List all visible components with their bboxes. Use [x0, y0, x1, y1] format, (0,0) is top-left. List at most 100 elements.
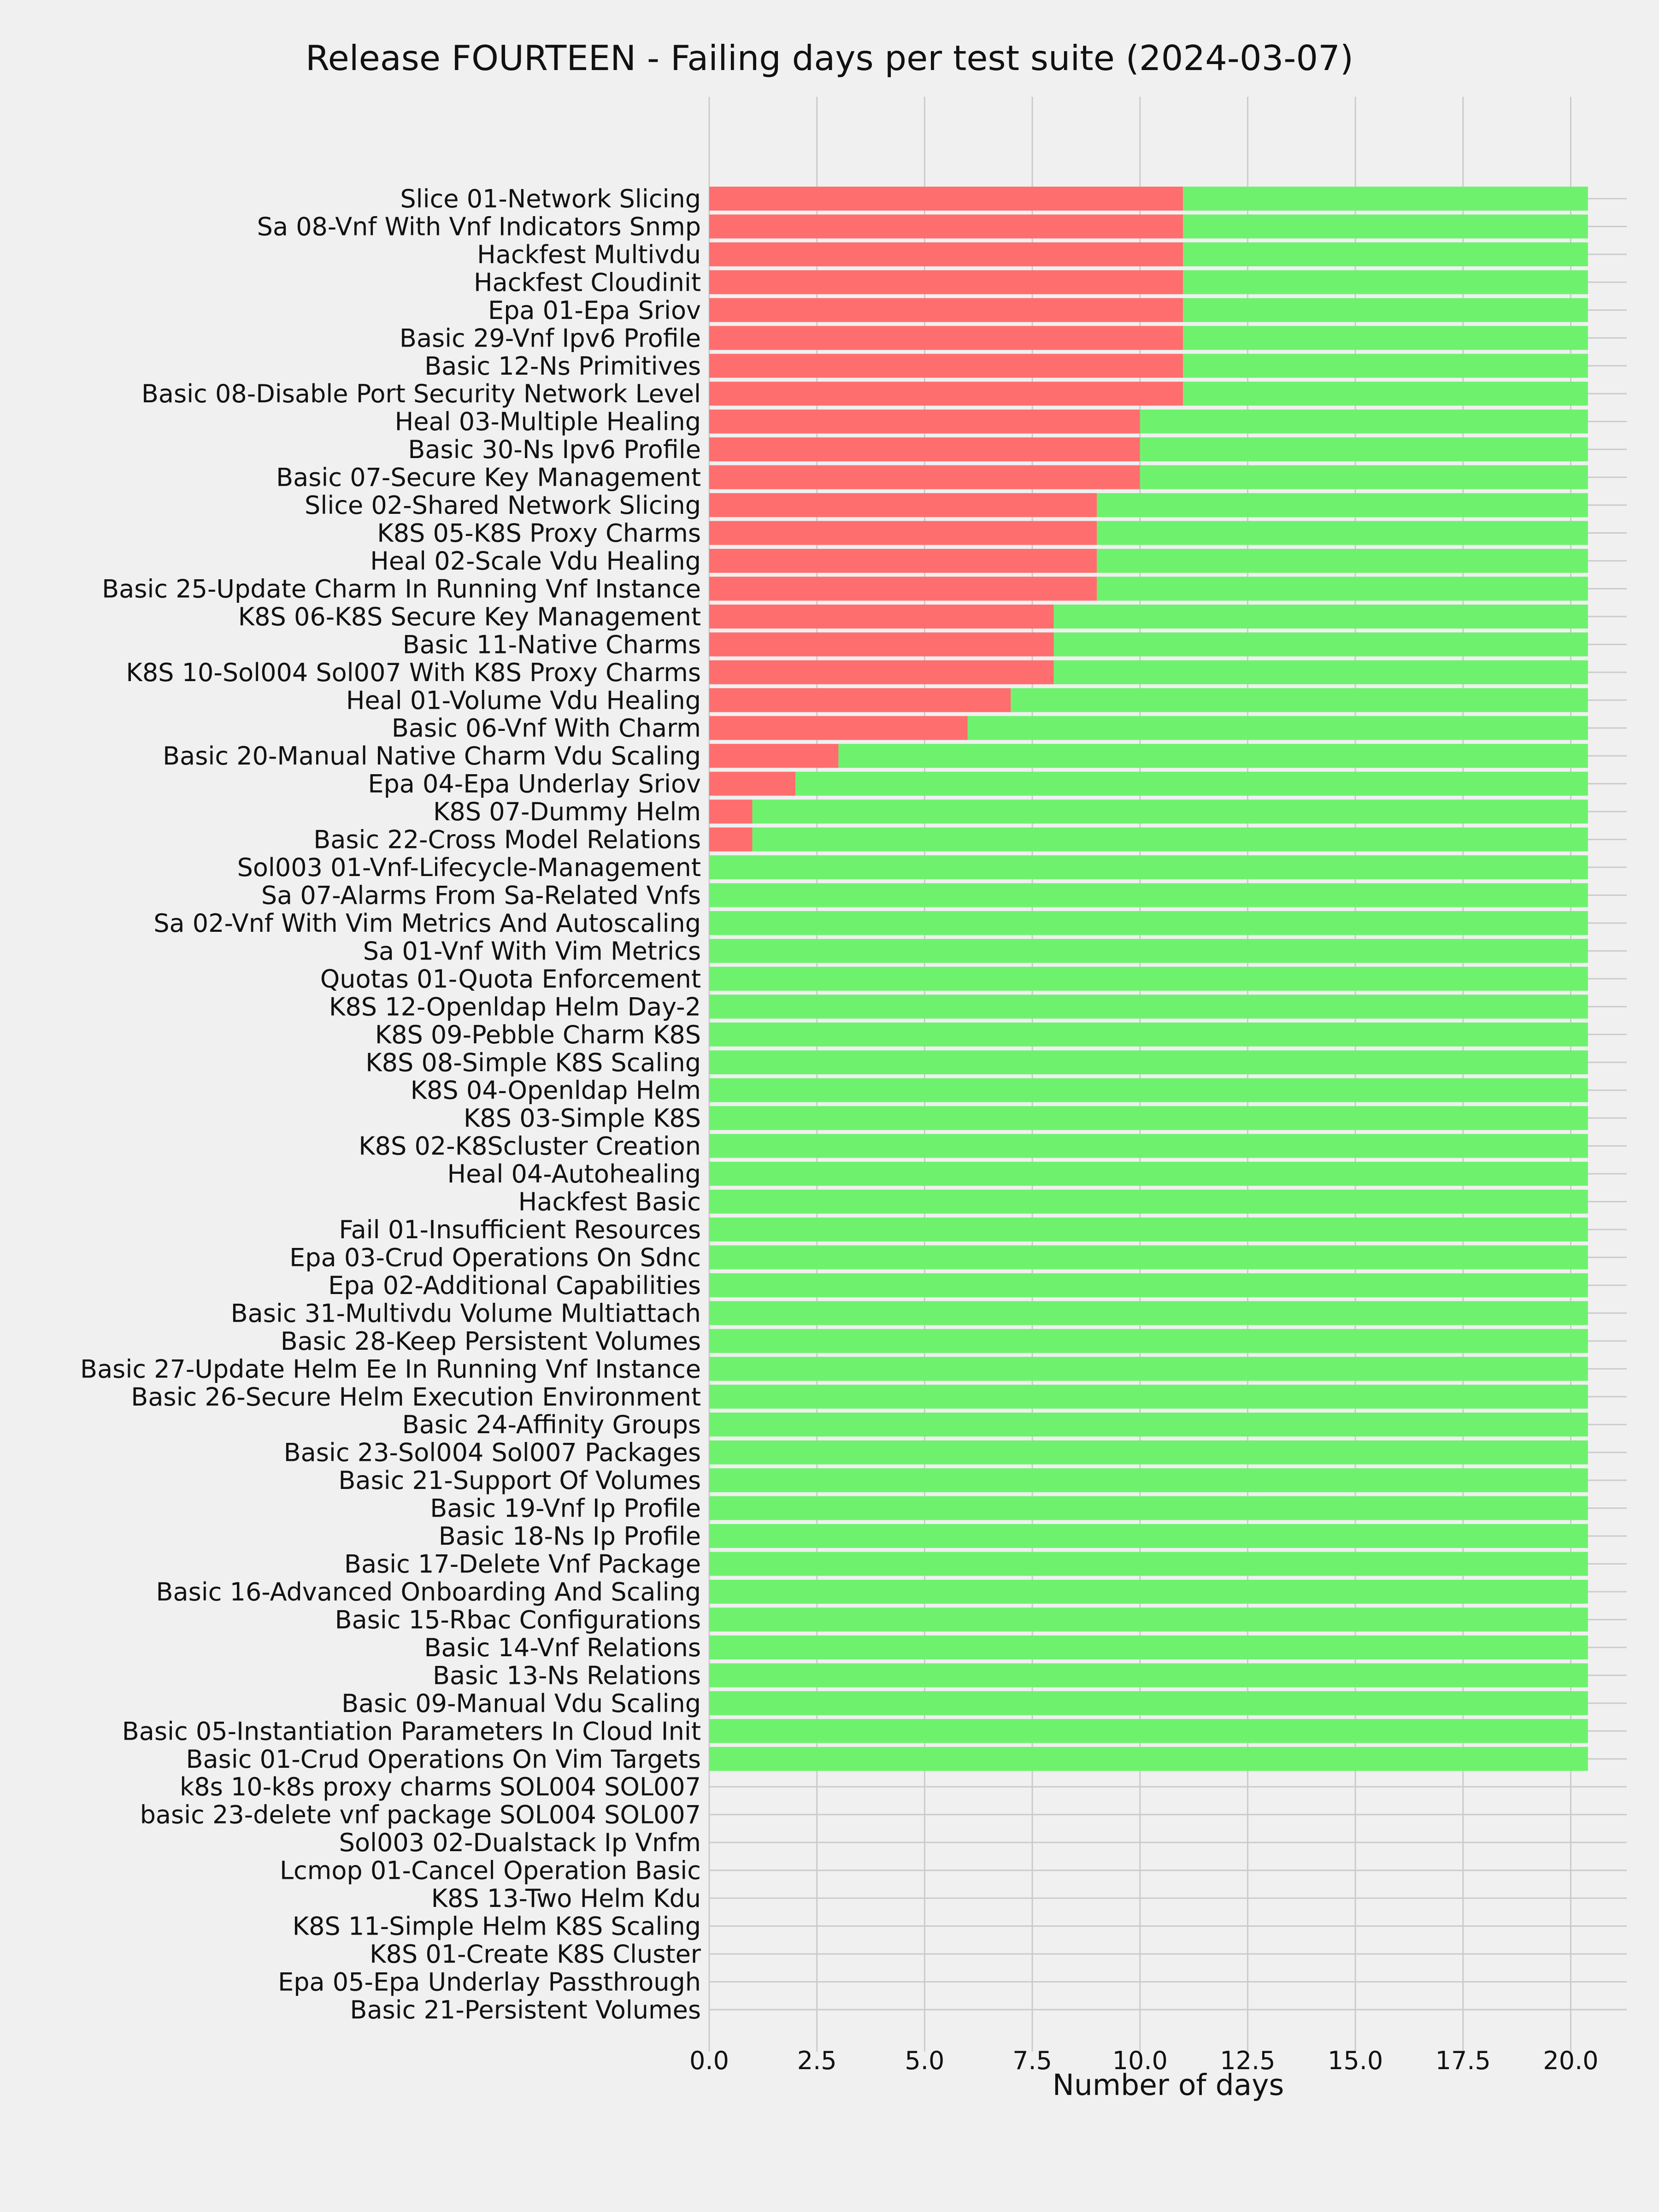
bar-passing-days: [1183, 382, 1588, 406]
bar-passing-days: [1183, 326, 1588, 350]
y-tick-label: Sa 01-Vnf With Vim Metrics: [363, 936, 701, 965]
bar-failing-days: [709, 465, 1140, 489]
bar-passing-days: [709, 1440, 1588, 1465]
y-tick-label: Sa 02-Vnf With Vim Metrics And Autoscali…: [153, 909, 701, 938]
y-tick-label: Basic 30-Ns Ipv6 Profile: [408, 435, 701, 464]
y-tick-label: Basic 17-Delete Vnf Package: [344, 1550, 701, 1579]
bar-passing-days: [709, 1524, 1588, 1548]
y-tick-label: K8S 03-Simple K8S: [464, 1104, 701, 1133]
y-tick-label: Basic 09-Manual Vdu Scaling: [341, 1689, 701, 1718]
y-tick-label: Heal 01-Volume Vdu Healing: [346, 686, 701, 715]
bar-failing-days: [709, 827, 753, 852]
bar-passing-days: [1053, 632, 1588, 657]
bar-failing-days: [709, 326, 1183, 350]
y-tick-label: Hackfest Basic: [518, 1188, 701, 1217]
y-tick-label: k8s 10-k8s proxy charms SOL004 SOL007: [180, 1772, 701, 1801]
y-tick-label: K8S 12-Openldap Helm Day-2: [329, 992, 701, 1021]
y-tick-label: Lcmop 01-Cancel Operation Basic: [280, 1856, 701, 1885]
bars: [709, 187, 1588, 1771]
y-tick-label: K8S 13-Two Helm Kdu: [431, 1884, 701, 1913]
y-tick-label: Epa 01-Epa Sriov: [488, 296, 701, 325]
y-tick-label: Basic 05-Instantiation Parameters In Clo…: [122, 1717, 701, 1746]
bar-passing-days: [709, 1357, 1588, 1381]
y-tick-label: Hackfest Multivdu: [477, 240, 701, 269]
y-tick-label: K8S 07-Dummy Helm: [433, 797, 701, 826]
y-tick-label: K8S 06-K8S Secure Key Management: [238, 602, 701, 631]
bar-passing-days: [1183, 187, 1588, 211]
bar-passing-days: [1097, 493, 1588, 518]
bar-passing-days: [1183, 270, 1588, 294]
bar-passing-days: [1183, 214, 1588, 239]
bar-passing-days: [709, 1301, 1588, 1325]
bar-passing-days: [709, 1384, 1588, 1409]
y-tick-label: K8S 11-Simple Helm K8S Scaling: [293, 1912, 701, 1941]
bar-passing-days: [709, 1134, 1588, 1158]
bar-failing-days: [709, 214, 1183, 239]
x-tick-label: 20.0: [1543, 2046, 1598, 2075]
bar-passing-days: [1053, 660, 1588, 684]
bar-passing-days: [1140, 437, 1588, 462]
x-tick-label: 5.0: [905, 2046, 944, 2075]
bar-passing-days: [1097, 548, 1588, 573]
y-tick-label: Basic 19-Vnf Ip Profile: [430, 1494, 701, 1523]
y-tick-label: Basic 11-Native Charms: [403, 630, 701, 659]
bar-failing-days: [709, 382, 1183, 406]
bar-failing-days: [709, 688, 1011, 712]
bar-failing-days: [709, 660, 1054, 684]
bar-passing-days: [709, 1218, 1588, 1242]
bar-passing-days: [1140, 409, 1588, 434]
y-tick-label: Quotas 01-Quota Enforcement: [320, 965, 701, 994]
y-tick-label: Basic 14-Vnf Relations: [424, 1633, 701, 1662]
y-tick-label: Basic 08-Disable Port Security Network L…: [141, 379, 701, 408]
bar-failing-days: [709, 771, 795, 796]
y-tick-label: Basic 28-Keep Persistent Volumes: [281, 1327, 701, 1356]
bar-failing-days: [709, 353, 1183, 378]
y-tick-label: Basic 24-Affinity Groups: [402, 1410, 701, 1439]
y-tick-label: Basic 27-Update Helm Ee In Running Vnf I…: [80, 1354, 701, 1383]
x-tick-label: 12.5: [1220, 2046, 1275, 2075]
bar-passing-days: [709, 994, 1588, 1019]
y-tick-label: Basic 31-Multivdu Volume Multiattach: [231, 1299, 701, 1328]
y-tick-label: Basic 29-Vnf Ipv6 Profile: [400, 324, 701, 353]
bar-passing-days: [709, 1635, 1588, 1659]
bar-passing-days: [709, 1245, 1588, 1270]
y-tick-label: Basic 26-Secure Helm Execution Environme…: [131, 1382, 701, 1412]
bar-failing-days: [709, 242, 1183, 266]
bar-failing-days: [709, 632, 1054, 657]
bar-passing-days: [1183, 298, 1588, 322]
bar-passing-days: [709, 1022, 1588, 1047]
bar-passing-days: [709, 1189, 1588, 1214]
bar-passing-days: [709, 966, 1588, 991]
bar-passing-days: [709, 1607, 1588, 1632]
x-tick-label: 2.5: [797, 2046, 837, 2075]
bar-passing-days: [709, 1719, 1588, 1743]
y-tick-label: K8S 09-Pebble Charm K8S: [375, 1020, 701, 1049]
y-tick-label: basic 23-delete vnf package SOL004 SOL00…: [140, 1800, 701, 1830]
y-tick-label: Sa 08-Vnf With Vnf Indicators Snmp: [257, 212, 701, 241]
y-tick-label: Basic 01-Crud Operations On Vim Targets: [186, 1745, 701, 1774]
bar-passing-days: [1053, 604, 1588, 629]
y-tick-label: Basic 13-Ns Relations: [433, 1661, 701, 1690]
bar-passing-days: [709, 1050, 1588, 1075]
y-tick-label: Basic 23-Sol004 Sol007 Packages: [284, 1438, 701, 1467]
y-tick-label: Basic 07-Secure Key Management: [276, 463, 701, 492]
x-tick-label: 15.0: [1328, 2046, 1383, 2075]
bar-failing-days: [709, 577, 1097, 601]
x-tick-label: 0.0: [689, 2046, 729, 2075]
bar-failing-days: [709, 800, 753, 824]
bar-passing-days: [1011, 688, 1588, 712]
bar-passing-days: [709, 1162, 1588, 1186]
y-tick-label: Basic 25-Update Charm In Running Vnf Ins…: [102, 574, 701, 603]
y-tick-label: Basic 21-Persistent Volumes: [350, 1995, 701, 2024]
bar-failing-days: [709, 437, 1140, 462]
bar-passing-days: [795, 771, 1588, 796]
bar-passing-days: [1097, 577, 1588, 601]
bar-passing-days: [1097, 521, 1588, 545]
y-tick-label: Sol003 02-Dualstack Ip Vnfm: [339, 1828, 701, 1857]
y-tick-label: Hackfest Cloudinit: [474, 268, 701, 297]
bar-failing-days: [709, 716, 968, 740]
bar-failing-days: [709, 187, 1183, 211]
bar-failing-days: [709, 521, 1097, 545]
bar-passing-days: [709, 1663, 1588, 1688]
y-tick-label: Epa 04-Epa Underlay Sriov: [368, 770, 701, 799]
